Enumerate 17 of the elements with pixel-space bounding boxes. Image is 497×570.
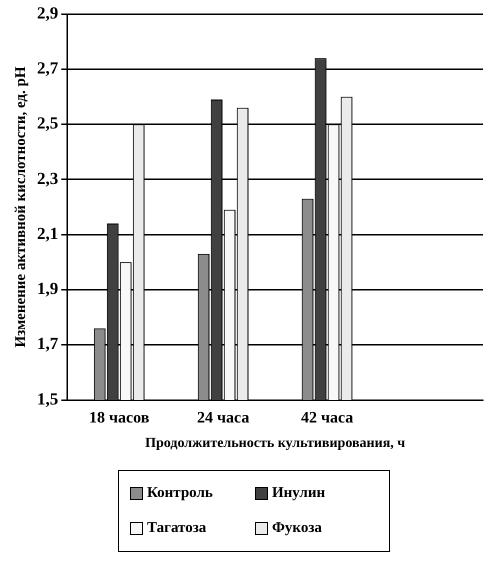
legend-label: Инулин — [272, 485, 326, 502]
y-axis-title: Изменение активной кислотности, ед. pH — [12, 66, 29, 348]
x-tick-label: 18 часов — [89, 410, 150, 427]
x-axis-title: Продолжительность культивирования, ч — [145, 436, 406, 452]
legend-label: Фукоза — [272, 520, 322, 537]
y-tick-label: 2,1 — [37, 224, 58, 243]
legend-label: Контроль — [147, 485, 213, 502]
x-tick-label: 24 часа — [196, 410, 250, 427]
y-tick-label: 1,5 — [37, 389, 58, 408]
y-tick-label: 2,7 — [37, 58, 59, 78]
y-tick-label: 2,9 — [37, 3, 58, 22]
y-tick-label: 2,5 — [37, 114, 58, 133]
x-tick-label: 42 часа — [300, 410, 354, 427]
y-tick-label: 1,7 — [37, 334, 59, 354]
legend-label: Тагатоза — [147, 520, 206, 537]
y-tick-label: 1,9 — [37, 279, 58, 298]
y-tick-label: 2,3 — [37, 168, 58, 188]
